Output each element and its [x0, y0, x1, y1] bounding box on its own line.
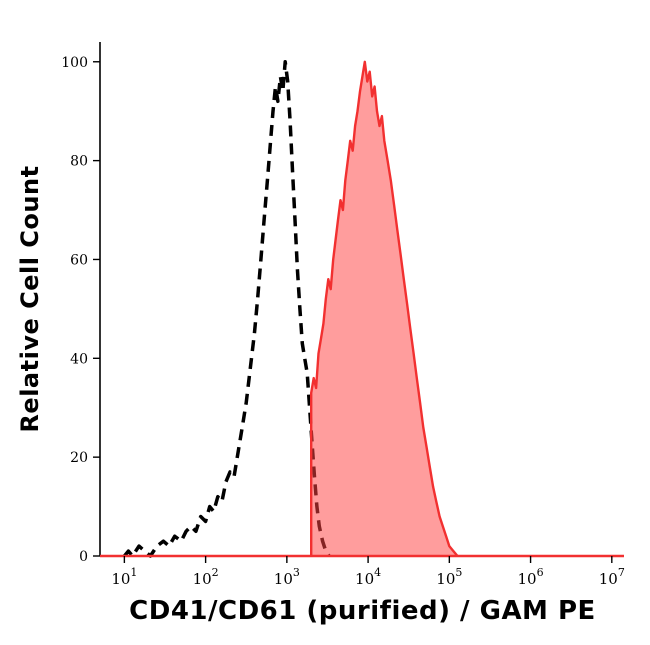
x-axis-label: CD41/CD61 (purified) / GAM PE: [129, 596, 596, 626]
x-tick-label: 103: [274, 566, 300, 588]
x-tick-label: 104: [355, 566, 381, 588]
series-fill: [311, 61, 458, 557]
y-tick-label: 40: [70, 351, 88, 367]
y-tick-label: 100: [61, 55, 88, 71]
y-tick-label: 60: [70, 252, 88, 268]
y-axis-label: Relative Cell Count: [16, 165, 44, 433]
x-tick-label: 101: [111, 566, 137, 588]
y-tick-label: 0: [79, 549, 88, 565]
x-tick-label: 102: [193, 566, 219, 588]
y-tick-label: 80: [70, 154, 88, 170]
stained-sample-curve: [310, 60, 459, 557]
x-tick-label: 107: [599, 566, 625, 588]
y-tick-label: 20: [70, 450, 88, 466]
x-tick-label: 105: [436, 566, 462, 588]
negative-control-curve: [123, 60, 331, 558]
x-tick-label: 106: [518, 566, 544, 588]
